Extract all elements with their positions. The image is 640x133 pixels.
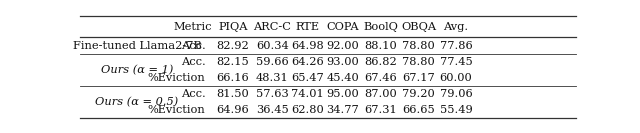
Text: Avg.: Avg.: [444, 22, 468, 32]
Text: %Eviction: %Eviction: [148, 73, 205, 83]
Text: Fine-tuned Llama2-7B: Fine-tuned Llama2-7B: [72, 41, 202, 51]
Text: PIQA: PIQA: [218, 22, 248, 32]
Text: 92.00: 92.00: [326, 41, 359, 51]
Text: Ours (α = 0.5): Ours (α = 0.5): [95, 97, 179, 107]
Text: %Eviction: %Eviction: [148, 105, 205, 115]
Text: 86.82: 86.82: [365, 57, 397, 67]
Text: 77.45: 77.45: [440, 57, 472, 67]
Text: 64.98: 64.98: [291, 41, 324, 51]
Text: 95.00: 95.00: [326, 89, 359, 99]
Text: 48.31: 48.31: [256, 73, 289, 83]
Text: 64.96: 64.96: [216, 105, 249, 115]
Text: OBQA: OBQA: [401, 22, 436, 32]
Text: 81.50: 81.50: [216, 89, 249, 99]
Text: Acc.: Acc.: [180, 89, 205, 99]
Text: 74.01: 74.01: [291, 89, 324, 99]
Text: 77.86: 77.86: [440, 41, 472, 51]
Text: 78.80: 78.80: [403, 57, 435, 67]
Text: 66.16: 66.16: [216, 73, 249, 83]
Text: 45.40: 45.40: [326, 73, 359, 83]
Text: 60.34: 60.34: [256, 41, 289, 51]
Text: BoolQ: BoolQ: [364, 22, 399, 32]
Text: 78.80: 78.80: [403, 41, 435, 51]
Text: 65.47: 65.47: [291, 73, 324, 83]
Text: 67.17: 67.17: [403, 73, 435, 83]
Text: Ours (α = 1): Ours (α = 1): [101, 65, 173, 75]
Text: 88.10: 88.10: [365, 41, 397, 51]
Text: 87.00: 87.00: [365, 89, 397, 99]
Text: Acc.: Acc.: [180, 57, 205, 67]
Text: 60.00: 60.00: [440, 73, 472, 83]
Text: 67.46: 67.46: [365, 73, 397, 83]
Text: 59.66: 59.66: [256, 57, 289, 67]
Text: 67.31: 67.31: [365, 105, 397, 115]
Text: RTE: RTE: [295, 22, 319, 32]
Text: 79.20: 79.20: [403, 89, 435, 99]
Text: 34.77: 34.77: [326, 105, 359, 115]
Text: 62.80: 62.80: [291, 105, 324, 115]
Text: 66.65: 66.65: [403, 105, 435, 115]
Text: Acc.: Acc.: [180, 41, 205, 51]
Text: 82.15: 82.15: [216, 57, 249, 67]
Text: COPA: COPA: [326, 22, 359, 32]
Text: 79.06: 79.06: [440, 89, 472, 99]
Text: ARC-C: ARC-C: [253, 22, 291, 32]
Text: 55.49: 55.49: [440, 105, 472, 115]
Text: 36.45: 36.45: [256, 105, 289, 115]
Text: 82.92: 82.92: [216, 41, 249, 51]
Text: Metric: Metric: [174, 22, 212, 32]
Text: 57.63: 57.63: [256, 89, 289, 99]
Text: 93.00: 93.00: [326, 57, 359, 67]
Text: 64.26: 64.26: [291, 57, 324, 67]
